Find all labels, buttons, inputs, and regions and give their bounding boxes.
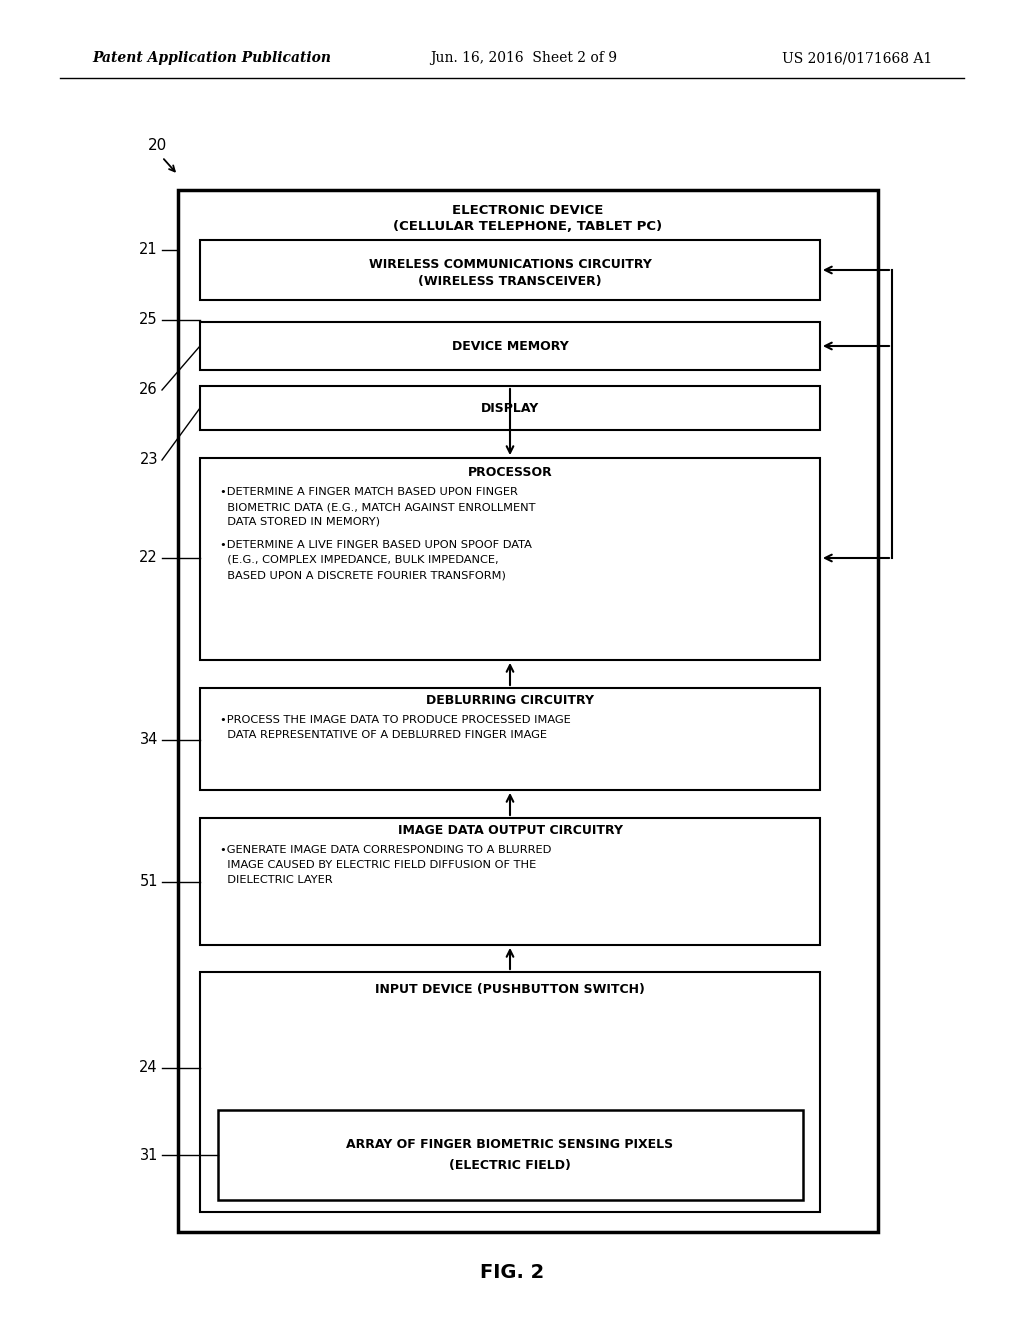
Text: 24: 24: [139, 1060, 158, 1076]
Text: 20: 20: [148, 137, 167, 153]
Text: 25: 25: [139, 313, 158, 327]
Text: (ELECTRIC FIELD): (ELECTRIC FIELD): [450, 1159, 571, 1172]
Bar: [200, 688, 820, 789]
Text: (CELLULAR TELEPHONE, TABLET PC): (CELLULAR TELEPHONE, TABLET PC): [393, 220, 663, 234]
Text: BIOMETRIC DATA (E.G., MATCH AGAINST ENROLLMENT: BIOMETRIC DATA (E.G., MATCH AGAINST ENRO…: [220, 502, 536, 512]
Text: DEBLURRING CIRCUITRY: DEBLURRING CIRCUITRY: [426, 693, 594, 706]
Text: DATA REPRESENTATIVE OF A DEBLURRED FINGER IMAGE: DATA REPRESENTATIVE OF A DEBLURRED FINGE…: [220, 730, 547, 741]
Bar: [200, 972, 820, 1212]
Text: 51: 51: [139, 874, 158, 890]
Text: •PROCESS THE IMAGE DATA TO PRODUCE PROCESSED IMAGE: •PROCESS THE IMAGE DATA TO PRODUCE PROCE…: [220, 715, 570, 725]
Text: US 2016/0171668 A1: US 2016/0171668 A1: [781, 51, 932, 65]
Text: 23: 23: [139, 453, 158, 467]
Text: •DETERMINE A LIVE FINGER BASED UPON SPOOF DATA: •DETERMINE A LIVE FINGER BASED UPON SPOO…: [220, 540, 531, 550]
Bar: [200, 322, 820, 370]
Text: PROCESSOR: PROCESSOR: [468, 466, 552, 479]
Text: INPUT DEVICE (PUSHBUTTON SWITCH): INPUT DEVICE (PUSHBUTTON SWITCH): [375, 983, 645, 997]
Text: •GENERATE IMAGE DATA CORRESPONDING TO A BLURRED: •GENERATE IMAGE DATA CORRESPONDING TO A …: [220, 845, 551, 855]
Text: 34: 34: [139, 733, 158, 747]
Text: 21: 21: [139, 243, 158, 257]
Bar: [200, 818, 820, 945]
Text: FIG. 2: FIG. 2: [480, 1262, 544, 1282]
Bar: [200, 458, 820, 660]
Text: 26: 26: [139, 383, 158, 397]
Text: •DETERMINE A FINGER MATCH BASED UPON FINGER: •DETERMINE A FINGER MATCH BASED UPON FIN…: [220, 487, 518, 498]
Text: 22: 22: [139, 550, 158, 565]
Text: (E.G., COMPLEX IMPEDANCE, BULK IMPEDANCE,: (E.G., COMPLEX IMPEDANCE, BULK IMPEDANCE…: [220, 554, 499, 565]
Bar: [178, 190, 878, 1232]
Text: Patent Application Publication: Patent Application Publication: [92, 51, 331, 65]
Text: Jun. 16, 2016  Sheet 2 of 9: Jun. 16, 2016 Sheet 2 of 9: [430, 51, 617, 65]
Text: DATA STORED IN MEMORY): DATA STORED IN MEMORY): [220, 517, 380, 527]
Text: BASED UPON A DISCRETE FOURIER TRANSFORM): BASED UPON A DISCRETE FOURIER TRANSFORM): [220, 570, 506, 579]
Text: DEVICE MEMORY: DEVICE MEMORY: [452, 339, 568, 352]
Text: DISPLAY: DISPLAY: [481, 401, 539, 414]
Text: IMAGE DATA OUTPUT CIRCUITRY: IMAGE DATA OUTPUT CIRCUITRY: [397, 824, 623, 837]
Text: ARRAY OF FINGER BIOMETRIC SENSING PIXELS: ARRAY OF FINGER BIOMETRIC SENSING PIXELS: [346, 1138, 674, 1151]
Text: IMAGE CAUSED BY ELECTRIC FIELD DIFFUSION OF THE: IMAGE CAUSED BY ELECTRIC FIELD DIFFUSION…: [220, 861, 537, 870]
Text: DIELECTRIC LAYER: DIELECTRIC LAYER: [220, 875, 333, 884]
Bar: [200, 385, 820, 430]
Text: 31: 31: [139, 1147, 158, 1163]
Bar: [218, 1110, 803, 1200]
Bar: [200, 240, 820, 300]
Text: WIRELESS COMMUNICATIONS CIRCUITRY: WIRELESS COMMUNICATIONS CIRCUITRY: [369, 257, 651, 271]
Text: (WIRELESS TRANSCEIVER): (WIRELESS TRANSCEIVER): [418, 276, 602, 289]
Text: ELECTRONIC DEVICE: ELECTRONIC DEVICE: [453, 203, 604, 216]
